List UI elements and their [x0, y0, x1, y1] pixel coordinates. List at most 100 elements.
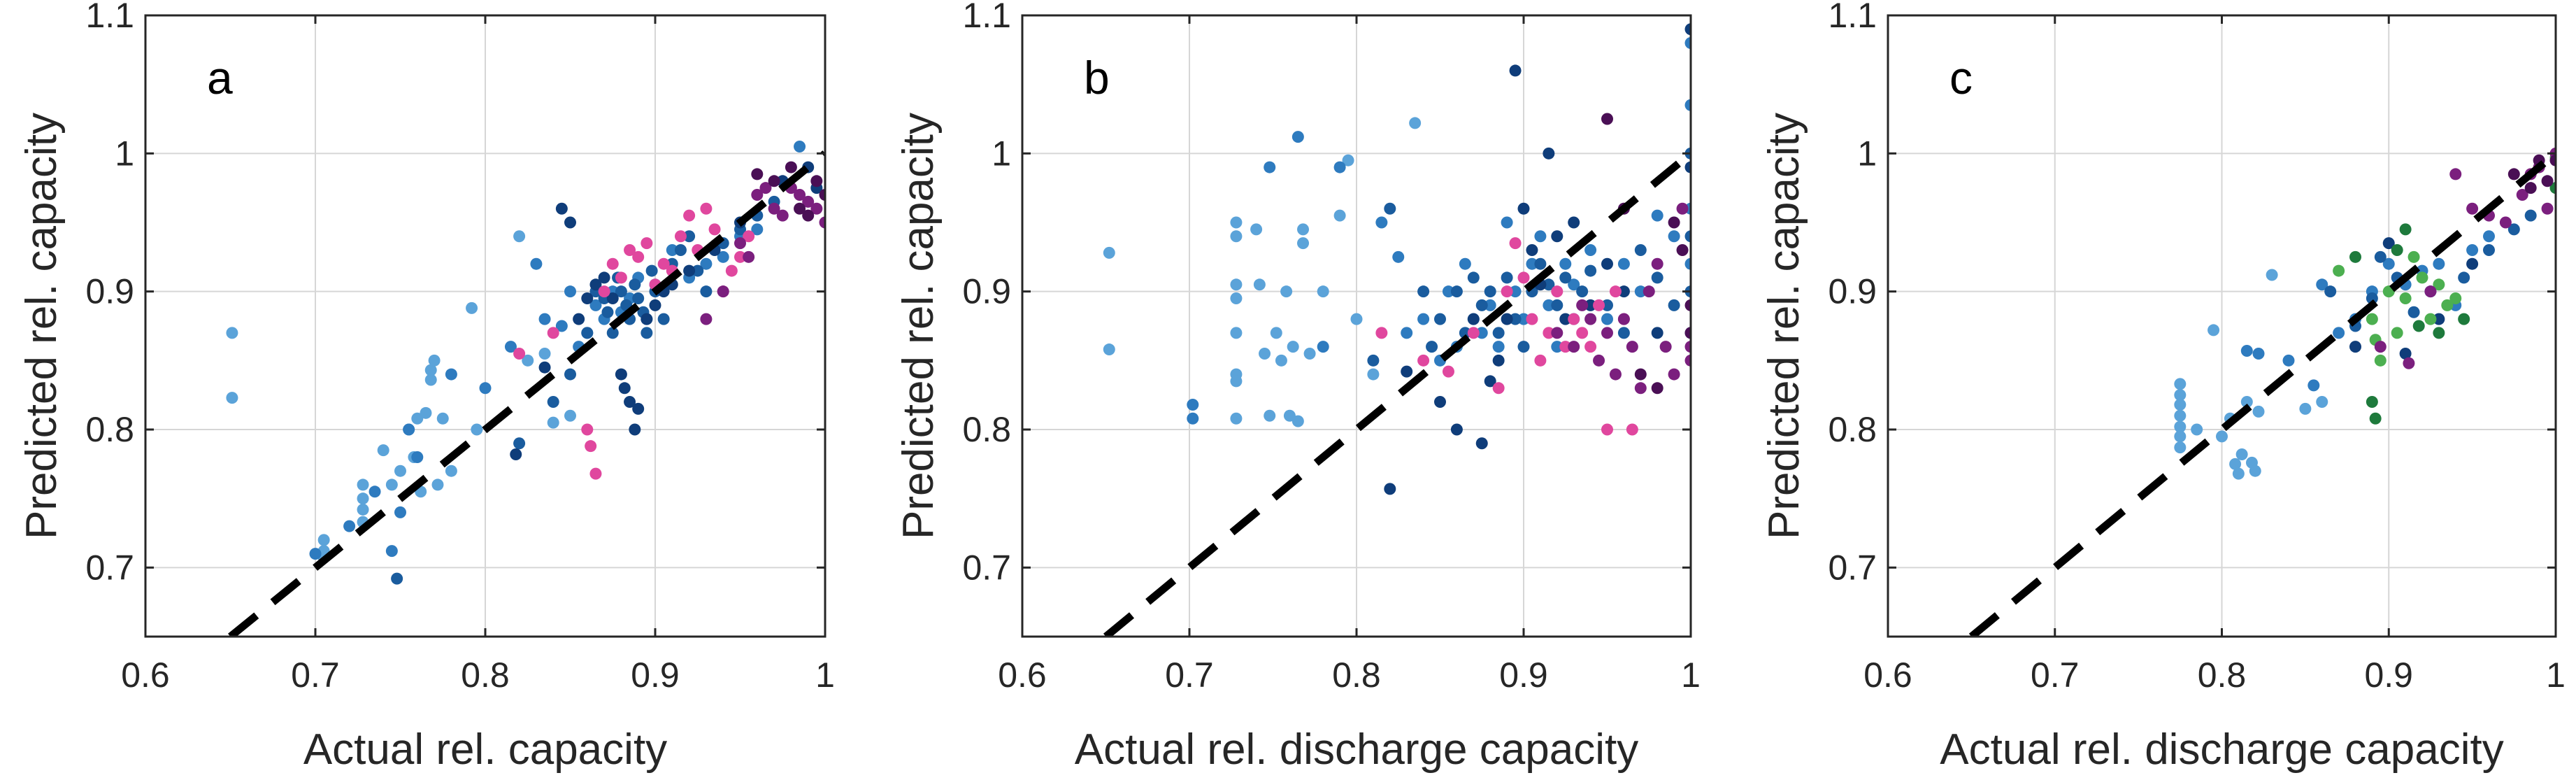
y-tick-label: 1	[115, 134, 134, 173]
data-point	[445, 465, 457, 477]
data-point	[2333, 264, 2345, 277]
data-point	[394, 506, 406, 518]
y-tick-label: 0.9	[85, 272, 134, 311]
data-point	[538, 313, 551, 325]
data-point	[1426, 341, 1438, 353]
data-point	[1576, 327, 1589, 339]
data-point	[1684, 327, 1691, 339]
data-point	[1659, 341, 1672, 353]
x-tick-label: 0.7	[1165, 655, 1214, 695]
x-tick-label: 1	[2546, 655, 2566, 695]
data-point	[1684, 230, 1691, 243]
data-point	[1534, 354, 1547, 367]
data-point	[700, 313, 713, 325]
x-tick-label: 0.7	[291, 655, 340, 695]
data-point	[1684, 36, 1691, 49]
data-point	[2516, 189, 2528, 201]
data-point	[513, 230, 526, 243]
data-point	[819, 216, 825, 229]
data-point	[428, 354, 441, 367]
panel-label: a	[207, 52, 233, 104]
data-point	[2252, 347, 2265, 360]
data-point	[657, 313, 670, 325]
reference-line	[1103, 150, 1691, 637]
data-point	[2466, 243, 2479, 256]
data-point	[1291, 131, 1304, 143]
data-point	[645, 264, 658, 277]
data-point	[1509, 313, 1522, 325]
data-point	[1626, 423, 1638, 436]
data-point	[411, 451, 424, 463]
data-point	[2433, 313, 2445, 325]
data-point	[768, 202, 780, 215]
data-point	[1467, 271, 1480, 284]
data-point	[2466, 202, 2479, 215]
data-point	[666, 243, 678, 256]
data-point	[1230, 278, 1243, 291]
data-point	[2403, 357, 2415, 369]
data-point	[2374, 250, 2387, 263]
data-point	[1543, 147, 1555, 159]
data-point	[1384, 483, 1396, 495]
data-point	[2524, 182, 2537, 194]
data-point	[2449, 168, 2462, 180]
data-point	[2441, 299, 2454, 311]
data-point	[1492, 354, 1505, 367]
x-tick-label: 0.7	[2031, 655, 2080, 695]
data-point	[1651, 382, 1663, 395]
data-point	[1584, 299, 1597, 311]
data-point	[598, 285, 610, 298]
data-point	[692, 264, 704, 277]
data-point	[734, 250, 746, 263]
data-point	[1517, 341, 1530, 353]
data-point	[2507, 168, 2520, 180]
data-point	[1250, 223, 1263, 236]
data-point	[424, 374, 437, 386]
data-point	[1551, 327, 1564, 339]
data-point	[2232, 467, 2245, 480]
data-point	[624, 396, 636, 409]
data-point	[1509, 285, 1522, 298]
data-point	[1230, 230, 1243, 243]
data-point	[513, 437, 526, 450]
data-point	[1601, 257, 1613, 270]
y-tick-label: 0.8	[85, 410, 134, 449]
y-tick-label: 1.1	[1828, 0, 1877, 35]
y-tick-label: 1.1	[962, 0, 1011, 35]
data-point	[391, 572, 403, 585]
data-point	[794, 202, 806, 215]
y-tick-label: 1	[992, 134, 1011, 173]
data-point	[641, 237, 653, 250]
data-point	[1230, 292, 1243, 305]
data-point	[1584, 313, 1597, 325]
data-point	[377, 444, 389, 457]
data-point	[734, 237, 746, 250]
data-point	[1264, 409, 1276, 422]
data-point	[1103, 246, 1115, 259]
data-point	[1568, 313, 1580, 325]
data-point	[1484, 285, 1496, 298]
data-point	[1668, 368, 1680, 381]
data-point	[759, 182, 772, 194]
y-tick-label: 0.8	[962, 410, 1011, 449]
data-point	[2299, 402, 2312, 415]
data-point	[1543, 327, 1555, 339]
data-point	[431, 478, 444, 491]
data-point	[1484, 299, 1496, 311]
data-point	[1475, 327, 1488, 339]
data-point	[1475, 437, 1488, 450]
reference-line	[228, 150, 825, 637]
y-tick-label: 1	[1857, 134, 1877, 173]
data-point	[1501, 313, 1513, 325]
data-point	[1684, 354, 1691, 367]
x-axis-title: Actual rel. discharge capacity	[1940, 725, 2503, 774]
data-point	[2229, 458, 2242, 470]
data-point	[683, 264, 696, 277]
data-point	[606, 257, 619, 270]
data-point	[717, 250, 729, 263]
data-point	[581, 327, 594, 339]
data-point	[1534, 230, 1547, 243]
data-point	[1643, 285, 1655, 298]
data-point	[632, 250, 645, 263]
